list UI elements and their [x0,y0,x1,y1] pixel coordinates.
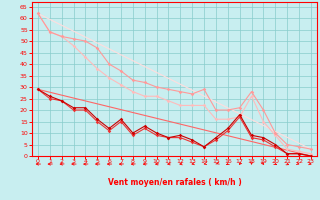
X-axis label: Vent moyen/en rafales ( km/h ): Vent moyen/en rafales ( km/h ) [108,178,241,187]
